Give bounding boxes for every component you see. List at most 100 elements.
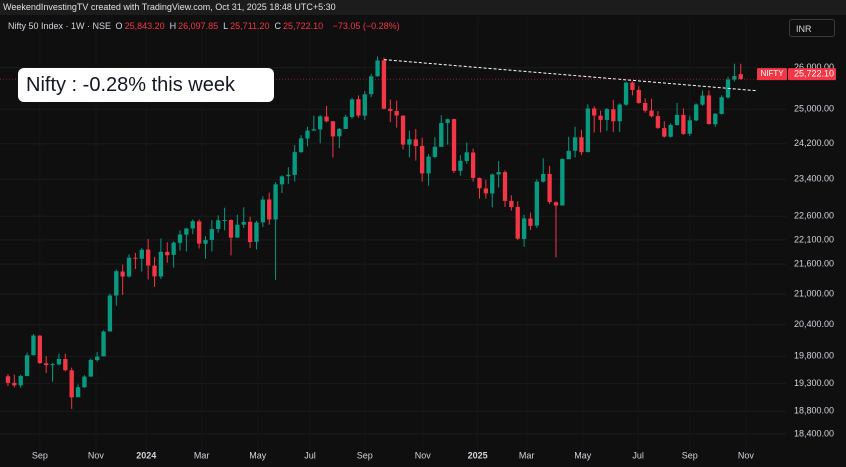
y-tick-label: 18,800.00: [794, 406, 834, 416]
candle-body: [318, 116, 323, 130]
trendline: [383, 59, 758, 92]
candle-body: [343, 116, 348, 129]
candle-body: [400, 115, 406, 145]
candle-body: [470, 152, 476, 178]
candle-body: [445, 119, 450, 123]
candle-body: [713, 113, 718, 125]
candle-body: [541, 173, 546, 182]
candle-body: [216, 220, 221, 229]
candle-body: [388, 108, 393, 111]
candle-body: [171, 242, 176, 255]
ohlc-key: H: [169, 21, 177, 31]
candle-body: [687, 120, 692, 134]
x-tick-label: Mar: [519, 450, 535, 460]
y-tick-label: 19,800.00: [794, 351, 834, 361]
candle-body: [184, 228, 189, 235]
candle-body: [69, 370, 74, 398]
candle-body: [553, 202, 559, 206]
candle-body: [24, 355, 30, 377]
candle-body: [292, 152, 297, 175]
x-tick-label: Nov: [415, 450, 432, 460]
candle-body: [432, 146, 438, 157]
ohlc-value: 25,711.20: [230, 21, 270, 31]
candle-body: [407, 139, 412, 145]
candle-body: [362, 94, 367, 116]
candle-body: [190, 221, 195, 229]
price-tag: [788, 68, 836, 81]
candle-body: [394, 110, 399, 116]
currency-button[interactable]: INR: [789, 19, 835, 37]
y-tick-label: 25,000.00: [794, 104, 834, 114]
candle-body: [126, 257, 132, 277]
x-tick-label: Jul: [632, 450, 644, 460]
candle-body: [5, 376, 11, 383]
candle-body: [585, 108, 590, 153]
candle-body: [381, 60, 387, 109]
candle-body: [496, 172, 501, 175]
ohlc-value: 25,722.10: [283, 21, 324, 31]
candle-body: [617, 104, 622, 122]
candle-body: [693, 104, 699, 121]
candle-body: [509, 200, 514, 208]
candle-body: [706, 95, 712, 125]
candle-body: [101, 331, 106, 357]
candle-body: [662, 128, 667, 137]
candle-body: [44, 363, 49, 366]
candle-body: [413, 139, 418, 147]
candle-body: [534, 181, 540, 226]
candle-body: [50, 364, 55, 366]
price-tag-text: 25,722.10: [794, 69, 834, 79]
credit: WeekendInvestingTV created with TradingV…: [0, 0, 846, 15]
candle-body: [222, 220, 227, 222]
candle-body: [165, 251, 170, 256]
candle-body: [158, 251, 164, 277]
candle-body: [572, 137, 578, 151]
candle-body: [598, 115, 603, 120]
y-tick-label: 21,600.00: [794, 259, 834, 269]
y-tick-label: 19,300.00: [794, 378, 834, 388]
candle-body: [12, 382, 17, 386]
x-tick-label: 2024: [136, 450, 156, 460]
y-tick-label: 18,400.00: [794, 428, 834, 438]
x-tick-label: Sep: [682, 450, 698, 460]
candle-body: [349, 99, 355, 117]
candle-body: [31, 335, 36, 356]
candle-body: [623, 82, 629, 105]
annotation: Nifty : -0.28% this week: [18, 68, 274, 102]
x-tick-label: Sep: [357, 450, 373, 460]
candle-body: [247, 221, 253, 243]
candle-body: [196, 221, 202, 244]
candle-body: [700, 95, 705, 105]
candle-body: [18, 376, 23, 386]
candle-body: [356, 99, 361, 116]
y-tick-label: 26,000.00: [794, 62, 834, 72]
candle-body: [439, 123, 444, 147]
candle-body: [37, 335, 42, 364]
candle-body: [738, 74, 743, 80]
candle-body: [611, 109, 616, 122]
symbol-tag-text: NIFTY: [760, 69, 784, 78]
ohlc-value: 26,097.85: [178, 21, 219, 31]
candle-body: [375, 60, 380, 77]
y-tick-label: 24,200.00: [794, 138, 834, 148]
candle-body: [560, 159, 565, 206]
candle-body: [107, 295, 113, 332]
candle-body: [152, 265, 157, 277]
candle-body: [464, 152, 469, 161]
candle-body: [133, 257, 138, 259]
candle-body: [305, 130, 310, 139]
candle-body: [177, 234, 183, 243]
x-tick-label: Mar: [194, 450, 210, 460]
candle-body: [655, 116, 661, 128]
candle-body: [579, 137, 584, 153]
candle-body: [674, 114, 680, 126]
x-tick-label: Sep: [32, 450, 48, 460]
ohlc-key: L: [223, 21, 229, 31]
candle-body: [95, 356, 100, 361]
candle-body: [515, 206, 520, 239]
x-tick-label: Nov: [738, 450, 755, 460]
candle-body: [260, 199, 266, 223]
y-tick-label: 22,100.00: [794, 234, 834, 244]
candle-body: [477, 177, 482, 189]
